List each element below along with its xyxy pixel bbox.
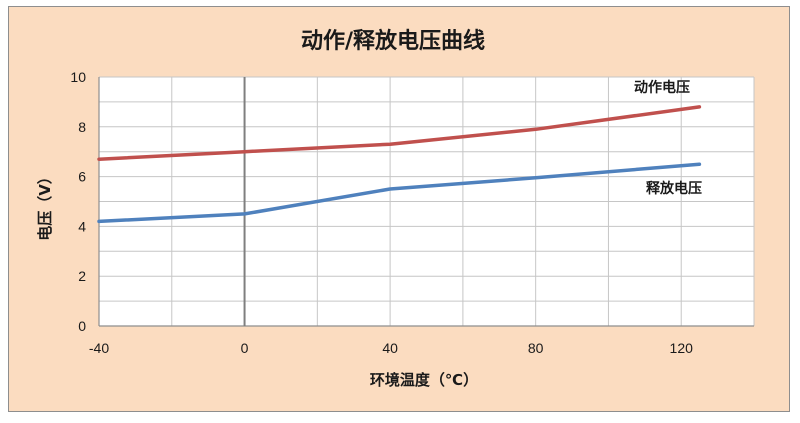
x-tick-label: 40 xyxy=(382,340,398,356)
y-tick-label: 8 xyxy=(78,119,86,135)
series-layer xyxy=(97,105,702,224)
y-tick-label: 0 xyxy=(78,318,86,334)
operate-voltage-line xyxy=(97,105,702,161)
y-tick-label: 4 xyxy=(78,218,86,234)
x-tick-label: 120 xyxy=(670,340,694,356)
chart-title: 动作/释放电压曲线 xyxy=(301,28,485,54)
x-tick-label: 0 xyxy=(241,340,249,356)
y-tick-labels: 0 2 4 6 8 10 xyxy=(70,69,86,334)
grid-layer xyxy=(98,76,755,327)
y-axis-label: 电压（V） xyxy=(36,169,54,241)
series-label-release: 释放电压 xyxy=(646,180,702,197)
x-tick-label: -40 xyxy=(89,340,109,356)
x-axis-label: 环境温度（℃） xyxy=(370,371,478,389)
release-voltage-line xyxy=(97,162,702,224)
series-label-operate: 动作电压 xyxy=(634,79,690,96)
y-tick-label: 10 xyxy=(70,69,86,85)
y-tick-label: 6 xyxy=(78,169,86,185)
x-tick-labels: -40 0 40 80 120 xyxy=(89,340,693,356)
x-tick-label: 80 xyxy=(528,340,544,356)
y-tick-label: 2 xyxy=(78,268,86,284)
